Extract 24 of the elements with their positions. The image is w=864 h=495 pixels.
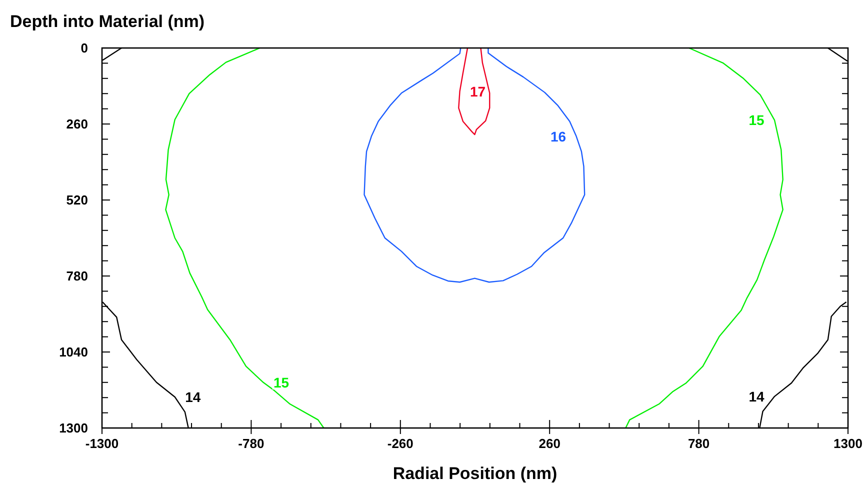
- series-label: 17: [470, 83, 486, 100]
- y-tick-label: 780: [66, 268, 88, 284]
- y-tick-label: 520: [66, 192, 88, 208]
- y-tick-label: 1300: [59, 420, 88, 436]
- x-tick-label: -1300: [85, 436, 119, 451]
- line-series: [165, 47, 324, 429]
- series-label: 15: [273, 374, 290, 390]
- x-tick-label: -260: [387, 436, 414, 451]
- series-label: 15: [748, 112, 765, 128]
- x-tick-label: 260: [538, 436, 560, 451]
- x-axis-title: Radial Position (nm): [392, 464, 558, 483]
- line-series: [458, 47, 490, 136]
- y-tick-label: 1040: [59, 344, 88, 360]
- x-tick-label: -780: [238, 436, 264, 451]
- x-tick-label: 780: [688, 436, 710, 451]
- line-series: [364, 47, 586, 283]
- series-label: 14: [185, 389, 201, 406]
- y-tick-label: 260: [66, 116, 88, 132]
- series-label: 14: [748, 388, 765, 404]
- x-tick-label: 1300: [834, 436, 862, 451]
- y-axis-title: Depth into Material (nm): [10, 12, 205, 31]
- line-series: [625, 47, 784, 429]
- series-label: 16: [550, 128, 566, 144]
- y-tick-label: 0: [80, 40, 88, 56]
